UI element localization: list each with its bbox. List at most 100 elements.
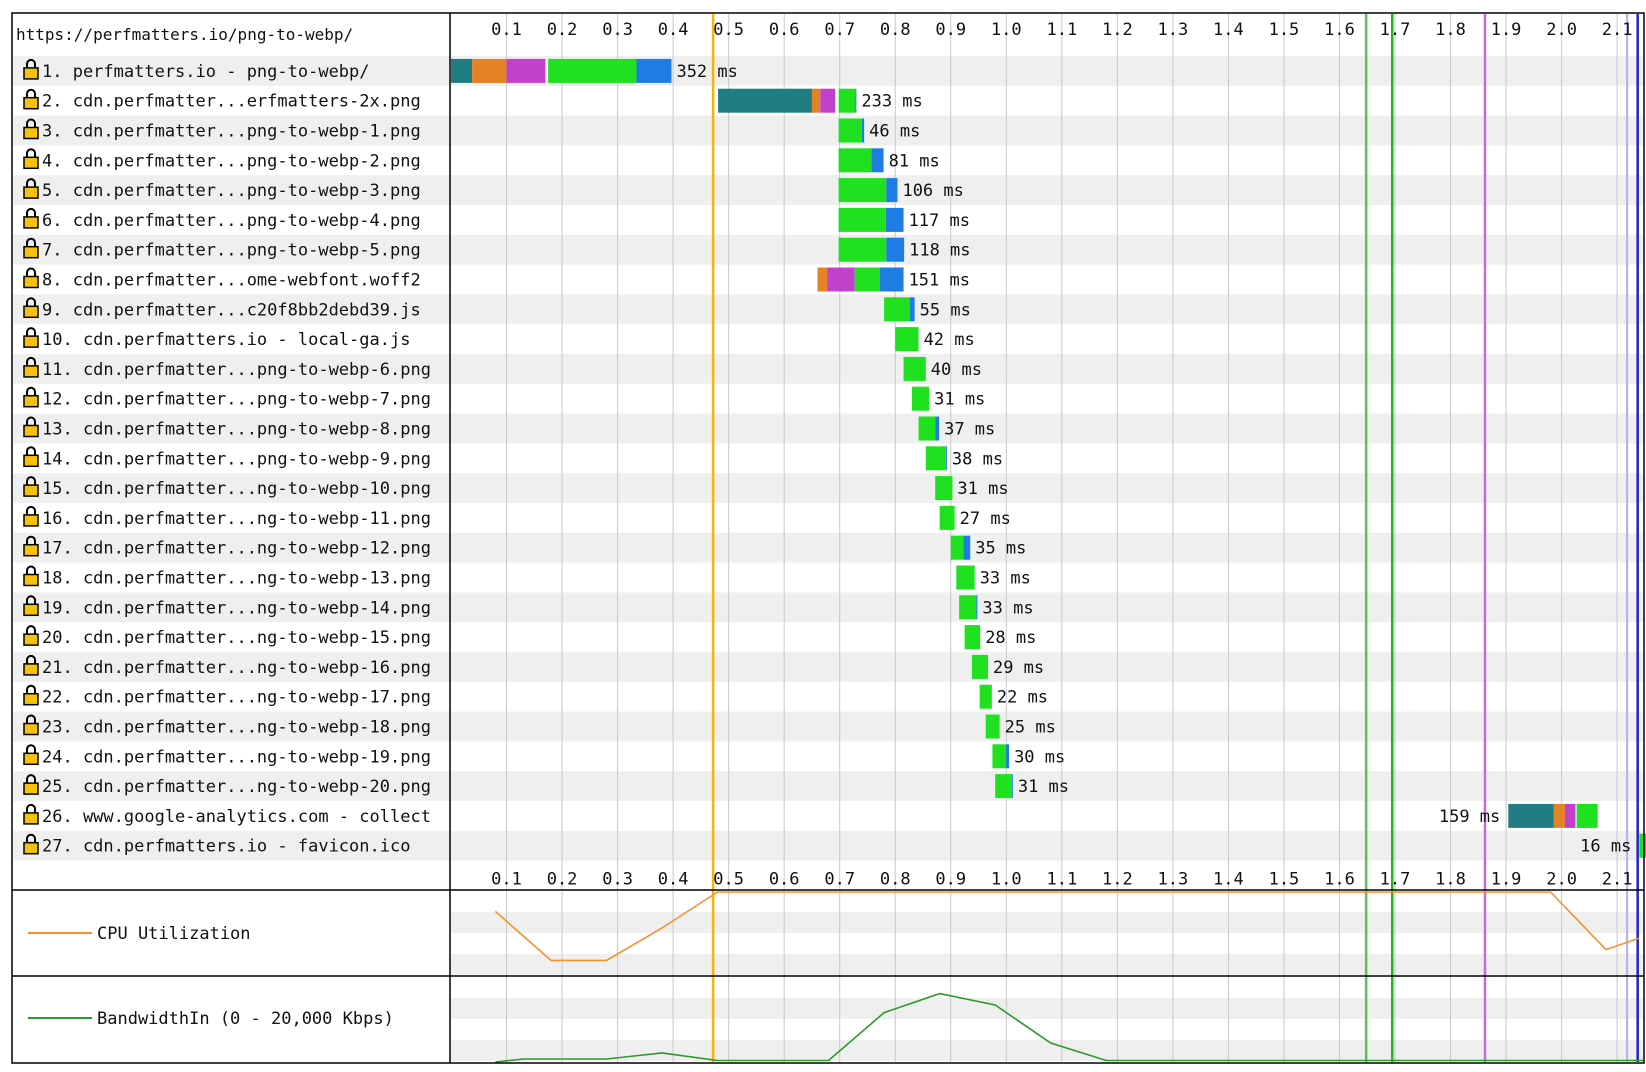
- bar-segment-ttfb: [935, 476, 953, 501]
- lock-icon: [23, 327, 39, 348]
- tick-label: 0.8: [880, 20, 911, 40]
- row-band: [13, 175, 1643, 205]
- bar-segment-ttfb: [854, 267, 880, 292]
- duration-label: 233 ms: [861, 92, 922, 112]
- request-label: 14. cdn.perfmatter...png-to-webp-9.png: [42, 449, 431, 469]
- tick-label: 0.6: [769, 20, 800, 40]
- lock-icon: [23, 476, 39, 497]
- duration-label: 29 ms: [993, 658, 1044, 678]
- tick-label: 0.1: [491, 870, 522, 890]
- bar-segment-download: [871, 148, 884, 173]
- tick-label: 1.7: [1380, 870, 1411, 890]
- lock-icon: [23, 535, 39, 557]
- row-bands: [13, 56, 1643, 861]
- tick-label: 1.2: [1102, 20, 1133, 40]
- tick-label: 1.0: [991, 20, 1022, 40]
- bandwidth-panel-bands: [451, 998, 1643, 1061]
- request-label: 24. cdn.perfmatter...ng-to-webp-19.png: [42, 747, 431, 767]
- bar-segment-ttfb: [992, 744, 1006, 769]
- bar-segment-ttfb: [838, 88, 856, 113]
- request-label: 2. cdn.perfmatter...erfmatters-2x.png: [42, 92, 421, 112]
- duration-label: 159 ms: [1439, 807, 1500, 827]
- request-label: 27. cdn.perfmatters.io - favicon.ico: [42, 837, 410, 857]
- row-band: [13, 652, 1643, 682]
- tick-label: 1.3: [1158, 870, 1189, 890]
- request-label: 4. cdn.perfmatter...png-to-webp-2.png: [42, 151, 421, 171]
- bar-segment-ssl: [506, 58, 546, 83]
- tick-label: 0.7: [824, 870, 855, 890]
- bar-segment-download: [935, 416, 940, 441]
- chart-frame: [11, 12, 1645, 1064]
- row-band: [13, 294, 1643, 325]
- tick-label: 1.9: [1491, 870, 1522, 890]
- lock-icon: [23, 58, 39, 80]
- bandwidth-legend-label: BandwidthIn (0 - 20,000 Kbps): [97, 1009, 394, 1029]
- bar-segment-download: [963, 535, 971, 560]
- request-label: 8. cdn.perfmatter...ome-webfont.woff2: [42, 271, 421, 291]
- lock-icon: [23, 237, 39, 259]
- duration-label: 151 ms: [909, 271, 970, 291]
- lock-icon: [23, 803, 39, 825]
- bar-segment-ttfb: [959, 595, 977, 620]
- cpu-band: [451, 912, 1643, 933]
- duration-label: 33 ms: [980, 569, 1031, 589]
- tick-label: 0.8: [880, 870, 911, 890]
- bar-segment-download: [945, 446, 947, 471]
- request-label: 19. cdn.perfmatter...ng-to-webp-14.png: [42, 598, 431, 618]
- bar-segment-connect: [472, 58, 507, 83]
- bar-segment-download: [909, 297, 915, 322]
- request-label: 12. cdn.perfmatter...png-to-webp-7.png: [42, 390, 431, 410]
- tick-label: 0.7: [824, 20, 855, 40]
- tick-label: 1.5: [1269, 20, 1300, 40]
- bandwidth-line: [495, 992, 1643, 1063]
- bar-segment-download: [976, 595, 978, 620]
- lock-icon: [23, 595, 39, 617]
- tick-label: 1.3: [1158, 20, 1189, 40]
- duration-label: 33 ms: [982, 598, 1033, 618]
- row-band: [13, 532, 1643, 563]
- lock-icon: [23, 88, 39, 110]
- tick-label: 1.4: [1213, 20, 1244, 40]
- bar-segment-ttfb: [838, 148, 872, 173]
- row-band: [13, 771, 1643, 801]
- tick-label: 0.5: [713, 20, 744, 40]
- bar-segment-download: [636, 58, 672, 83]
- lock-icon: [23, 654, 39, 676]
- lock-icon: [23, 505, 39, 527]
- request-label: 5. cdn.perfmatter...png-to-webp-3.png: [42, 181, 421, 201]
- lock-icon: [23, 446, 39, 468]
- request-label: 25. cdn.perfmatter...ng-to-webp-20.png: [42, 777, 431, 797]
- bar-segment-dns: [718, 88, 812, 113]
- bar-segment-download: [886, 237, 905, 262]
- bar-segment-ttfb: [995, 774, 1012, 799]
- row-band: [13, 56, 1643, 86]
- duration-label: 27 ms: [960, 509, 1011, 529]
- cpu-legend-label: CPU Utilization: [97, 924, 251, 944]
- bar-segment-download: [879, 267, 904, 292]
- duration-label: 28 ms: [985, 628, 1036, 648]
- cpu-series: [494, 891, 1640, 962]
- duration-label: 117 ms: [909, 211, 970, 231]
- lock-icon: [23, 267, 39, 289]
- tick-label: 2.1: [1602, 20, 1633, 40]
- tick-label: 1.0: [991, 870, 1022, 890]
- bar-segment-ttfb: [971, 654, 988, 679]
- lock-icon: [23, 565, 39, 587]
- lock-icon: [23, 297, 39, 319]
- bar-segment-ttfb: [838, 237, 887, 262]
- row-band: [13, 830, 1643, 861]
- bar-segment-ttfb: [884, 297, 910, 322]
- request-label: 3. cdn.perfmatter...png-to-webp-1.png: [42, 122, 421, 142]
- bar-segment-connect: [811, 88, 821, 113]
- duration-label: 118 ms: [909, 241, 970, 261]
- duration-label: 35 ms: [975, 539, 1026, 559]
- tick-label: 1.2: [1102, 870, 1133, 890]
- duration-label: 40 ms: [931, 360, 982, 380]
- tick-label: 0.4: [658, 20, 689, 40]
- bar-segment-ttfb: [925, 446, 946, 471]
- bar-segment-connect: [817, 267, 828, 292]
- bar-segment-ttfb: [918, 416, 936, 441]
- bar-segment-ttfb: [1576, 803, 1598, 828]
- row-band: [13, 711, 1643, 742]
